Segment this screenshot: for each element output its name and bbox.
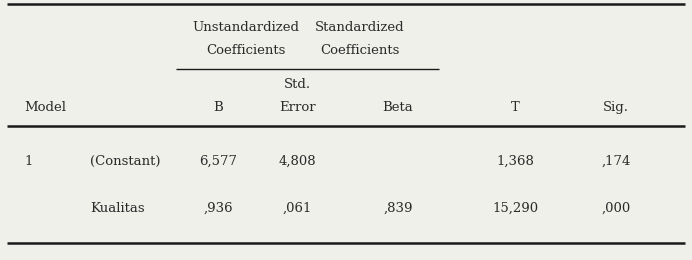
Text: Model: Model — [24, 101, 66, 114]
Text: Beta: Beta — [383, 101, 413, 114]
Text: ,000: ,000 — [601, 202, 630, 214]
Text: ,839: ,839 — [383, 202, 412, 214]
Text: Sig.: Sig. — [603, 101, 629, 114]
Text: T: T — [511, 101, 520, 114]
Text: 1,368: 1,368 — [497, 155, 534, 168]
Text: ,061: ,061 — [283, 202, 312, 214]
Text: 15,290: 15,290 — [493, 202, 538, 214]
Text: ,174: ,174 — [601, 155, 630, 168]
Text: 6,577: 6,577 — [199, 155, 237, 168]
Text: Std.: Std. — [284, 78, 311, 91]
Text: (Constant): (Constant) — [90, 155, 161, 168]
Text: Kualitas: Kualitas — [90, 202, 145, 214]
Text: 4,808: 4,808 — [279, 155, 316, 168]
Text: Standardized: Standardized — [315, 21, 405, 34]
Text: 1: 1 — [24, 155, 33, 168]
Text: ,936: ,936 — [203, 202, 233, 214]
Text: Coefficients: Coefficients — [320, 44, 399, 57]
Text: Coefficients: Coefficients — [206, 44, 285, 57]
Text: B: B — [213, 101, 223, 114]
Text: Error: Error — [280, 101, 316, 114]
Text: Unstandardized: Unstandardized — [192, 21, 299, 34]
